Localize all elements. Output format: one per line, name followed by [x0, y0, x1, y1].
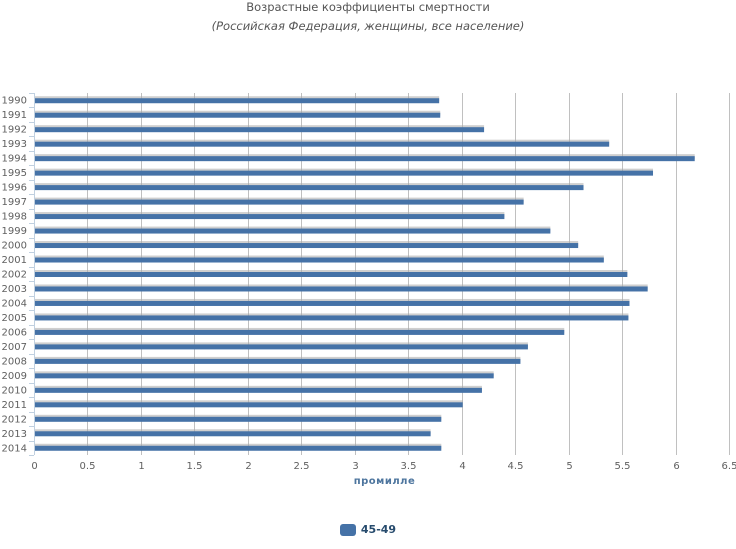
y-tick-label-1990: 1990 [2, 96, 27, 107]
bar-1995[interactable] [35, 170, 654, 176]
x-tick-label-13: 6.5 [722, 461, 736, 472]
bar-2010[interactable] [35, 387, 482, 393]
y-tick-label-2003: 2003 [2, 284, 27, 295]
bars [35, 96, 695, 451]
y-tick-label-1997: 1997 [2, 197, 27, 208]
bar-2011[interactable] [35, 402, 463, 408]
y-tick-label-2009: 2009 [2, 371, 27, 382]
legend[interactable]: 45-49 [0, 523, 736, 536]
bar-2000[interactable] [35, 243, 579, 249]
bar-2004[interactable] [35, 300, 630, 306]
bar-1996[interactable] [35, 185, 584, 191]
y-tick-label-2000: 2000 [2, 241, 27, 252]
bar-2008[interactable] [35, 358, 521, 364]
y-tick-label-1994: 1994 [2, 154, 27, 165]
bar-1993[interactable] [35, 141, 610, 147]
x-tick-label-1: 0.5 [80, 461, 96, 472]
bar-2009[interactable] [35, 373, 494, 379]
y-tick-label-2014: 2014 [2, 443, 27, 454]
chart-subtitle: (Российская Федерация, женщины, все насе… [211, 19, 525, 33]
axes: 0 0.5 1 1.5 2 2.5 3 3.5 4 4.5 5 5.5 6 6.5 1990 1991 1992… [2, 93, 736, 472]
y-tick-label-2010: 2010 [2, 385, 27, 396]
y-tick-label-2002: 2002 [2, 270, 27, 281]
x-tick-label-9: 4.5 [508, 461, 524, 472]
x-tick-label-11: 5.5 [615, 461, 631, 472]
y-tick-label-2012: 2012 [2, 414, 27, 425]
bar-1990[interactable] [35, 98, 440, 104]
x-tick-label-0: 0 [31, 461, 37, 472]
bar-1999[interactable] [35, 228, 551, 234]
y-tick-label-1993: 1993 [2, 139, 27, 150]
y-tick-label-2005: 2005 [2, 313, 27, 324]
x-tick-label-7: 3.5 [401, 461, 417, 472]
bar-1997[interactable] [35, 199, 524, 205]
bar-2013[interactable] [35, 431, 431, 437]
bar-1998[interactable] [35, 214, 505, 220]
x-tick-label-5: 2.5 [294, 461, 310, 472]
bar-2012[interactable] [35, 416, 442, 422]
y-tick-label-2011: 2011 [2, 400, 27, 411]
bar-2006[interactable] [35, 329, 565, 335]
bar-2003[interactable] [35, 286, 648, 292]
bar-2002[interactable] [35, 272, 628, 277]
y-tick-label-2007: 2007 [2, 342, 27, 353]
bar-2005[interactable] [35, 315, 629, 321]
y-tick-label-2006: 2006 [2, 327, 27, 338]
bar-2014[interactable] [35, 445, 442, 451]
y-tick-label-2001: 2001 [2, 255, 27, 266]
x-tick-label-12: 6 [673, 461, 679, 472]
bar-1991[interactable] [35, 112, 441, 118]
legend-label[interactable]: 45-49 [360, 523, 397, 536]
y-tick-label-1991: 1991 [2, 110, 27, 121]
x-tick-label-4: 2 [245, 461, 251, 472]
x-tick-label-3: 1.5 [187, 461, 203, 472]
x-tick-label-8: 4 [459, 461, 465, 472]
y-tick-label-1995: 1995 [2, 168, 27, 179]
x-tick-label-10: 5 [566, 461, 572, 472]
bar-1992[interactable] [35, 127, 485, 133]
y-tick-label-2008: 2008 [2, 356, 27, 367]
bar-1994[interactable] [35, 156, 695, 162]
legend-swatch[interactable] [339, 523, 356, 536]
bar-2007[interactable] [35, 344, 528, 350]
y-tick-label-1992: 1992 [2, 125, 27, 136]
y-tick-label-2004: 2004 [2, 298, 27, 309]
x-tick-label-2: 1 [138, 461, 144, 472]
y-tick-label-1996: 1996 [2, 183, 27, 194]
x-tick-label-6: 3 [352, 461, 358, 472]
chart-title: Возрастные коэффициенты смертности [246, 0, 490, 14]
y-tick-label-1999: 1999 [2, 226, 27, 237]
y-tick-label-1998: 1998 [2, 212, 27, 223]
x-axis-title: промилле [353, 476, 416, 487]
y-tick-label-2013: 2013 [2, 429, 27, 440]
bar-2001[interactable] [35, 257, 604, 263]
